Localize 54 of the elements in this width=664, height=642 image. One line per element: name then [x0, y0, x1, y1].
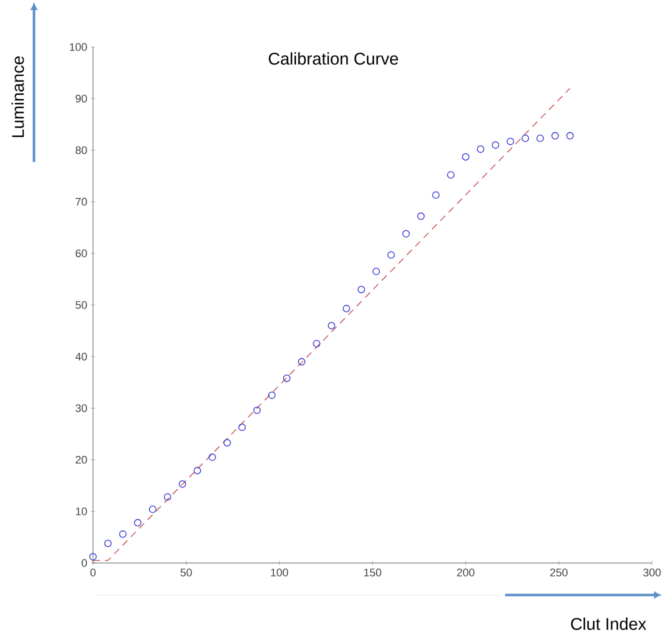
y-tick-label: 70 [76, 198, 87, 206]
x-tick-label: 200 [457, 568, 474, 576]
point [148, 506, 156, 514]
y-tick-label: 10 [76, 508, 87, 516]
point [522, 134, 529, 142]
y-tick-label: 30 [76, 404, 87, 412]
point [89, 553, 97, 560]
x-tick-label: 150 [364, 568, 382, 576]
x-tick-label: 50 [180, 568, 192, 576]
point [164, 493, 172, 501]
point [536, 134, 544, 142]
point [283, 374, 290, 382]
point [358, 286, 366, 294]
point [223, 439, 231, 446]
point [178, 480, 186, 488]
point [402, 230, 410, 238]
y-tick-label: 60 [76, 250, 87, 258]
y-tick-label: 40 [75, 352, 87, 360]
point [208, 454, 216, 461]
point [566, 132, 574, 140]
point [551, 132, 559, 140]
point [506, 138, 514, 146]
y-tick-label: 20 [76, 456, 87, 464]
x-tick-label: 0 [90, 568, 96, 576]
y-tick-label: 50 [76, 301, 87, 309]
chart-title: Calibration Curve [268, 52, 398, 65]
x-tick-label: 300 [643, 568, 661, 576]
point [432, 191, 440, 199]
point [194, 466, 202, 474]
y-axis-title: Luminance [12, 56, 24, 138]
y-tick-label: 80 [76, 146, 87, 154]
point [253, 406, 261, 414]
y-tick-label: 0 [82, 559, 87, 567]
point [387, 251, 395, 259]
point [328, 322, 336, 330]
point [298, 358, 306, 366]
point [417, 212, 425, 220]
point [238, 424, 246, 431]
y-tick-label: 100 [70, 43, 87, 51]
point [476, 145, 484, 153]
point [447, 171, 454, 179]
point [342, 304, 350, 312]
x-tick-label: 250 [550, 568, 568, 576]
point [372, 268, 380, 276]
y-tick-label: 90 [76, 94, 87, 102]
point [119, 530, 127, 538]
point [312, 340, 320, 348]
x-axis-title: Clut Index [571, 618, 646, 630]
point [104, 540, 112, 548]
point [134, 519, 142, 526]
point [268, 392, 276, 399]
point [462, 153, 470, 161]
x-tick-label: 100 [271, 568, 288, 576]
point [492, 141, 500, 149]
